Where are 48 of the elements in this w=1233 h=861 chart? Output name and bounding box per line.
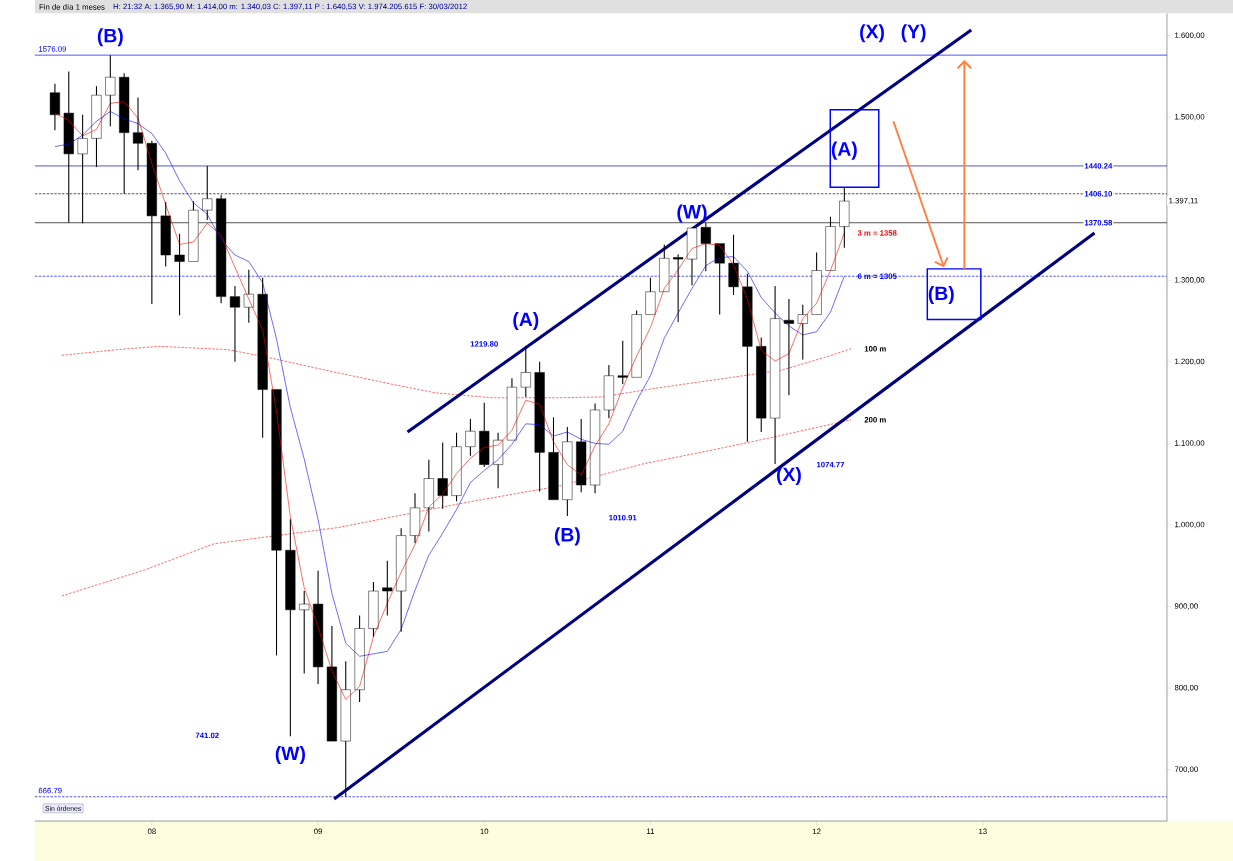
candlestick	[742, 273, 753, 443]
candlestick	[437, 442, 448, 510]
annotation: (A)	[513, 312, 539, 331]
annotation: (B)	[97, 28, 123, 47]
candlestick	[105, 54, 116, 127]
candlestick	[562, 426, 573, 517]
annotation: (Y)	[901, 24, 926, 43]
candlestick	[631, 310, 642, 378]
candlestick	[783, 298, 794, 396]
candlestick	[396, 527, 407, 633]
candlestick	[174, 233, 185, 316]
candlestick	[409, 492, 421, 544]
candlestick	[520, 345, 531, 398]
annotation: (B)	[928, 286, 954, 305]
candlestick	[91, 85, 102, 168]
candlestick	[313, 570, 324, 685]
annotation: (A)	[831, 141, 857, 160]
candlestick	[686, 227, 698, 286]
candlestick	[354, 615, 365, 703]
candlestick	[673, 253, 684, 323]
candlestick	[271, 389, 282, 657]
candlestick	[382, 560, 393, 617]
annotation: (B)	[554, 527, 580, 546]
candlestick	[617, 340, 628, 385]
candlestick	[770, 285, 781, 465]
candlestick	[589, 402, 601, 494]
candlestick	[811, 252, 822, 315]
annotation: (W)	[677, 204, 707, 223]
candlestick	[423, 459, 434, 533]
candlestick	[645, 277, 656, 315]
candlestick	[603, 364, 614, 419]
candlestick	[465, 418, 476, 457]
candlestick	[534, 361, 545, 493]
candlestick	[299, 590, 310, 675]
candlestick	[659, 243, 670, 293]
annotation: (X)	[777, 467, 801, 486]
annotation: (W)	[275, 746, 305, 765]
candlestick	[756, 336, 767, 433]
candlestick	[49, 83, 60, 131]
candlestick	[797, 304, 808, 361]
candlestick	[132, 97, 144, 171]
candlestick	[506, 377, 517, 441]
annotation: (X)	[860, 24, 884, 43]
candlestick	[340, 660, 351, 798]
candlestick	[285, 518, 296, 737]
candlestick	[326, 625, 337, 742]
candlestick	[257, 277, 268, 439]
candlestick	[229, 285, 241, 363]
